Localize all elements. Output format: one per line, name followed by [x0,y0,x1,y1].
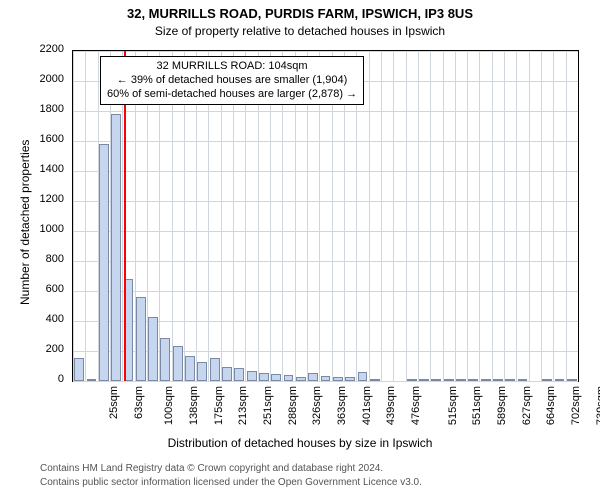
bar [333,377,343,382]
annotation-line: 60% of semi-detached houses are larger (… [107,88,357,102]
bar [567,379,577,381]
attribution: Contains HM Land Registry data © Crown c… [40,462,422,490]
x-tick: 439sqm [385,386,397,425]
bar [222,367,232,381]
x-tick: 627sqm [521,386,533,425]
bar [308,373,318,381]
x-tick: 100sqm [164,386,176,425]
bar [185,356,195,382]
x-tick: 702sqm [570,386,582,425]
annotation-line: ← 39% of detached houses are smaller (1,… [107,74,357,88]
bar [136,297,146,381]
bar [444,379,454,381]
y-tick: 200 [0,343,64,355]
bar [284,375,294,381]
x-tick: 175sqm [213,386,225,425]
x-tick: 664sqm [545,386,557,425]
y-tick: 600 [0,283,64,295]
attribution-line: Contains HM Land Registry data © Crown c… [40,462,422,476]
x-tick: 25sqm [108,386,120,419]
x-tick: 326sqm [311,386,323,425]
bar [321,376,331,381]
y-tick: 1000 [0,223,64,235]
y-axis-label: Number of detached properties [18,140,32,305]
bar [542,379,552,381]
y-tick: 1400 [0,163,64,175]
x-tick: 589sqm [496,386,508,425]
annotation-box: 32 MURRILLS ROAD: 104sqm← 39% of detache… [100,56,364,105]
bar [505,379,515,381]
bar [247,371,257,382]
x-tick: 288sqm [287,386,299,425]
bar [431,379,441,381]
y-tick: 0 [0,373,64,385]
y-tick: 2200 [0,43,64,55]
chart-title: 32, MURRILLS ROAD, PURDIS FARM, IPSWICH,… [0,6,600,21]
y-tick: 2000 [0,73,64,85]
x-tick: 138sqm [188,386,200,425]
bar [173,346,183,381]
x-tick: 63sqm [133,386,145,419]
bar [99,144,109,381]
bar [160,338,170,382]
bar [370,379,380,381]
bar [456,379,466,381]
x-tick: 213sqm [237,386,249,425]
bar [407,379,417,381]
x-tick: 515sqm [447,386,459,425]
bar [210,358,220,381]
bar [234,368,244,382]
attribution-line: Contains public sector information licen… [40,476,422,490]
bar [468,379,478,381]
bar [111,114,121,381]
bar [296,377,306,382]
bar [493,379,503,381]
bar [74,358,84,381]
y-tick: 1200 [0,193,64,205]
x-tick: 476sqm [410,386,422,425]
x-tick: 551sqm [471,386,483,425]
bar [555,379,565,381]
bar [271,374,281,382]
y-tick: 1600 [0,133,64,145]
bar [197,362,207,382]
x-axis-label: Distribution of detached houses by size … [0,436,600,450]
bar [518,379,528,381]
bar [259,373,269,381]
bar [148,317,158,382]
bar [345,377,355,382]
chart-container: { "title": { "text":"32, MURRILLS ROAD, … [0,0,600,500]
x-tick: 363sqm [336,386,348,425]
x-tick: 401sqm [361,386,373,425]
x-tick: 739sqm [595,386,600,425]
bar [481,379,491,381]
bar [87,379,97,381]
y-tick: 800 [0,253,64,265]
x-tick: 251sqm [262,386,274,425]
annotation-line: 32 MURRILLS ROAD: 104sqm [107,60,357,74]
y-tick: 400 [0,313,64,325]
y-tick: 1800 [0,103,64,115]
chart-subtitle: Size of property relative to detached ho… [0,24,600,38]
bar [419,379,429,381]
bar [358,372,368,381]
